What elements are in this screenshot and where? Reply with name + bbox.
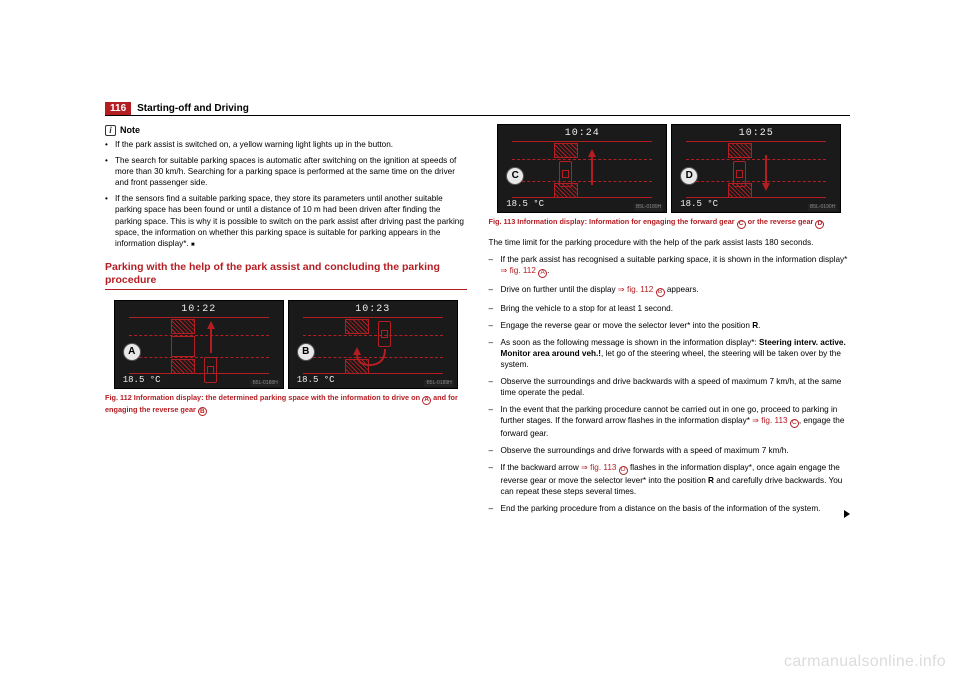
image-code: B5L-0188H xyxy=(250,380,279,387)
note-text: If the sensors find a suitable parking s… xyxy=(115,193,467,248)
info-icon: i xyxy=(105,125,116,136)
fig113-panel-d: 10:25 18.5 °C xyxy=(671,124,841,213)
step: Bring the vehicle to a stop for at least… xyxy=(489,303,851,314)
display-graphic xyxy=(129,317,269,374)
step: End the parking procedure from a distanc… xyxy=(489,503,851,514)
note-text: If the park assist is switched on, a yel… xyxy=(115,139,393,150)
display-temp: 18.5 °C xyxy=(506,198,544,210)
display-graphic xyxy=(686,141,826,198)
fig113-caption: Fig. 113 Information display: Informatio… xyxy=(489,217,851,229)
watermark: carmanualsonline.info xyxy=(784,653,946,671)
fig112-panel-b: 10:23 18.5 °C xyxy=(288,300,458,389)
note-text: The search for suitable parking spaces i… xyxy=(115,155,467,188)
display-temp: 18.5 °C xyxy=(123,374,161,386)
step: In the event that the parking procedure … xyxy=(489,404,851,439)
section-rule xyxy=(105,289,467,290)
page-header: 116 Starting-off and Driving xyxy=(105,102,850,116)
note-bullet: If the park assist is switched on, a yel… xyxy=(105,139,467,150)
two-column-layout: i Note If the park assist is switched on… xyxy=(105,124,850,520)
intro-paragraph: The time limit for the parking procedure… xyxy=(489,237,851,248)
panel-letter-b: B xyxy=(297,343,315,361)
step: As soon as the following message is show… xyxy=(489,337,851,370)
image-code: B5L-0189H xyxy=(424,380,453,387)
drive-on-arrow xyxy=(129,317,269,374)
display-time: 10:24 xyxy=(565,127,600,141)
step: Observe the surroundings and drive forwa… xyxy=(489,445,851,456)
figure-112: 10:22 18 xyxy=(105,300,467,389)
note-heading: i Note xyxy=(105,124,467,136)
display-graphic xyxy=(303,317,443,374)
display-time: 10:25 xyxy=(739,127,774,141)
figure-113: 10:24 18.5 °C xyxy=(489,124,851,213)
display-time: 10:23 xyxy=(355,303,390,317)
forward-arrow xyxy=(512,141,652,198)
note-bullet: If the sensors find a suitable parking s… xyxy=(105,193,467,248)
display-time: 10:22 xyxy=(181,303,216,317)
fig112-panel-a: 10:22 18 xyxy=(114,300,284,389)
image-code: B5L-0189H xyxy=(634,204,663,211)
display-temp: 18.5 °C xyxy=(680,198,718,210)
display-temp: 18.5 °C xyxy=(297,374,335,386)
page-content: 116 Starting-off and Driving i Note If t… xyxy=(105,102,850,520)
panel-letter-a: A xyxy=(123,343,141,361)
step: If the backward arrow ⇒ fig. 113 D flash… xyxy=(489,462,851,497)
left-column: i Note If the park assist is switched on… xyxy=(105,124,467,520)
fig113-panel-c: 10:24 18.5 °C xyxy=(497,124,667,213)
note-bullet: The search for suitable parking spaces i… xyxy=(105,155,467,188)
backward-arrow xyxy=(686,141,826,198)
note-label: Note xyxy=(120,124,140,136)
image-code: B5L-0190H xyxy=(808,204,837,211)
step: If the park assist has recognised a suit… xyxy=(489,254,851,278)
display-graphic xyxy=(512,141,652,198)
continue-icon xyxy=(844,510,850,518)
right-column: 10:24 18.5 °C xyxy=(489,124,851,520)
reverse-arrow xyxy=(303,317,443,374)
chapter-title: Starting-off and Driving xyxy=(137,103,249,114)
page-number: 116 xyxy=(105,102,131,115)
step: Observe the surroundings and drive backw… xyxy=(489,376,851,398)
section-heading: Parking with the help of the park assist… xyxy=(105,261,467,287)
step: Engage the reverse gear or move the sele… xyxy=(489,320,851,331)
fig112-caption: Fig. 112 Information display: the determ… xyxy=(105,393,467,416)
step: Drive on further until the display ⇒ fig… xyxy=(489,284,851,297)
